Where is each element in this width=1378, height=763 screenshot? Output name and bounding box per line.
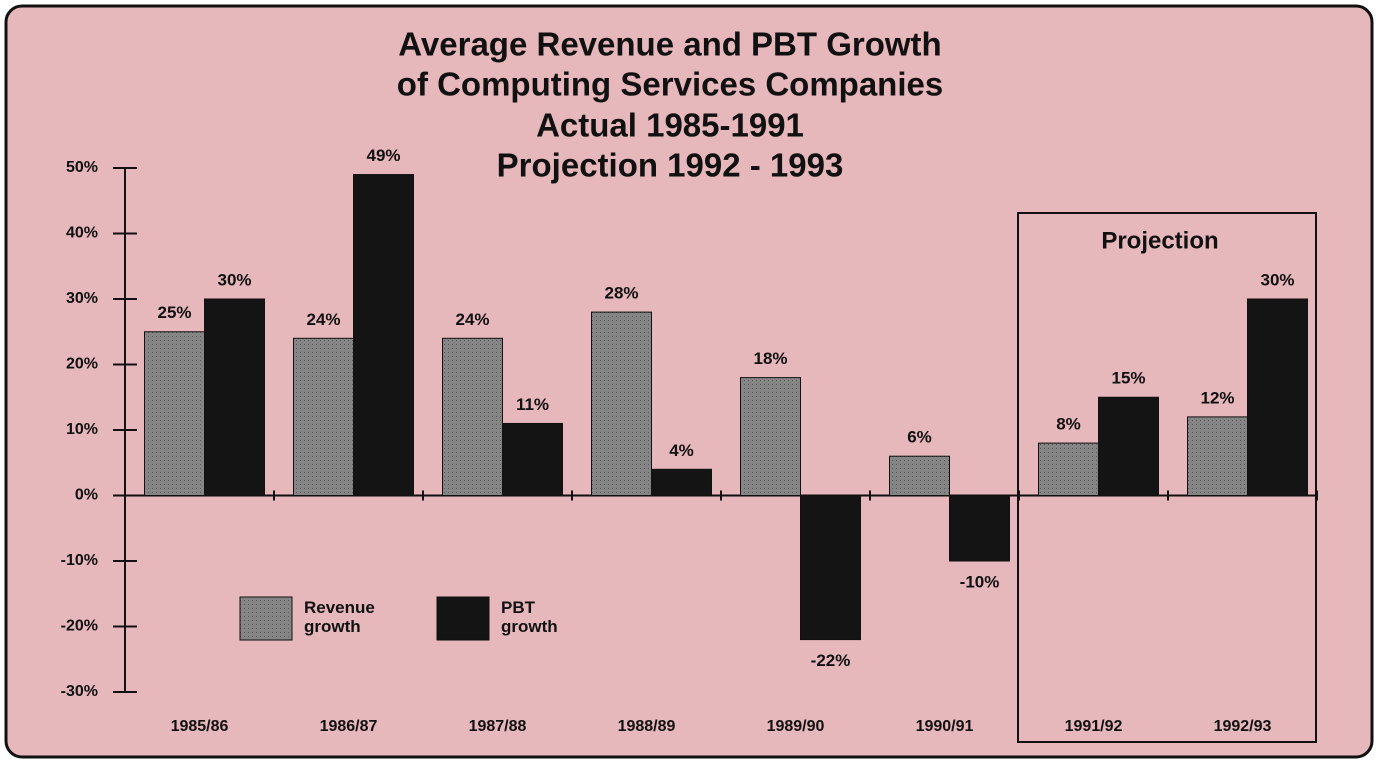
bar	[1098, 396, 1159, 496]
chart-title: Average Revenue and PBT Growth	[398, 26, 941, 63]
y-tick-label: 40%	[66, 225, 98, 242]
y-tick-label: 30%	[66, 290, 98, 307]
value-label: 28%	[604, 284, 638, 303]
y-tick-label: 0%	[75, 487, 98, 504]
value-label: 12%	[1200, 388, 1234, 407]
value-label: 15%	[1111, 369, 1145, 388]
legend-text: PBT growth	[501, 598, 558, 636]
value-label: 6%	[907, 428, 932, 447]
value-label: 11%	[516, 395, 549, 414]
value-label: -10%	[960, 572, 1000, 591]
x-tick-label: 1991/92	[1065, 718, 1123, 735]
bar	[800, 495, 861, 641]
bar	[949, 495, 1010, 562]
chart-title: of Computing Services Companies	[397, 66, 943, 103]
legend-label: Revenue growth	[304, 598, 375, 636]
chart-frame	[4, 4, 1374, 759]
value-label: 25%	[157, 303, 191, 322]
legend-swatch	[436, 596, 490, 641]
value-label: 24%	[455, 310, 489, 329]
chart-title: Actual 1985-1991	[536, 107, 804, 144]
bar	[651, 468, 712, 496]
y-tick-label: -10%	[61, 552, 98, 569]
x-tick-label: 1990/91	[916, 718, 974, 735]
bar-texture	[1038, 443, 1099, 496]
value-label: 18%	[753, 349, 787, 368]
y-tick-label: 20%	[66, 356, 98, 373]
bar	[502, 422, 563, 497]
bar	[1247, 298, 1308, 496]
value-label: 8%	[1056, 415, 1081, 434]
y-tick-label: 50%	[66, 159, 98, 176]
value-label: 4%	[669, 441, 694, 460]
legend-label: PBT growth	[501, 598, 558, 636]
y-tick-label: -30%	[61, 683, 98, 700]
x-tick-label: 1989/90	[767, 718, 825, 735]
value-label: -22%	[811, 651, 851, 670]
bar	[353, 174, 414, 497]
value-label: 30%	[217, 270, 251, 289]
bar-texture	[740, 377, 801, 496]
value-label: 49%	[366, 146, 400, 165]
bar-texture	[1187, 416, 1248, 496]
annotation: Projection	[1101, 227, 1218, 254]
legend-texture	[240, 597, 292, 640]
bar-texture	[889, 456, 950, 496]
x-tick-label: 1988/89	[618, 718, 676, 735]
bar-texture	[591, 312, 652, 496]
y-tick-label: -20%	[61, 618, 98, 635]
x-tick-label: 1985/86	[171, 718, 229, 735]
bar	[204, 298, 265, 496]
bar-texture	[144, 331, 205, 496]
chart-title: Projection 1992 - 1993	[497, 147, 844, 184]
projection-box	[1017, 212, 1317, 743]
x-tick-label: 1986/87	[320, 718, 378, 735]
value-label: 24%	[306, 310, 340, 329]
y-tick-label: 10%	[66, 421, 98, 438]
bar-texture	[442, 338, 503, 496]
legend-text: Revenue growth	[304, 598, 375, 636]
bar-texture	[293, 338, 354, 496]
x-tick-label: 1992/93	[1214, 718, 1272, 735]
x-tick-label: 1987/88	[469, 718, 527, 735]
value-label: 30%	[1260, 270, 1294, 289]
